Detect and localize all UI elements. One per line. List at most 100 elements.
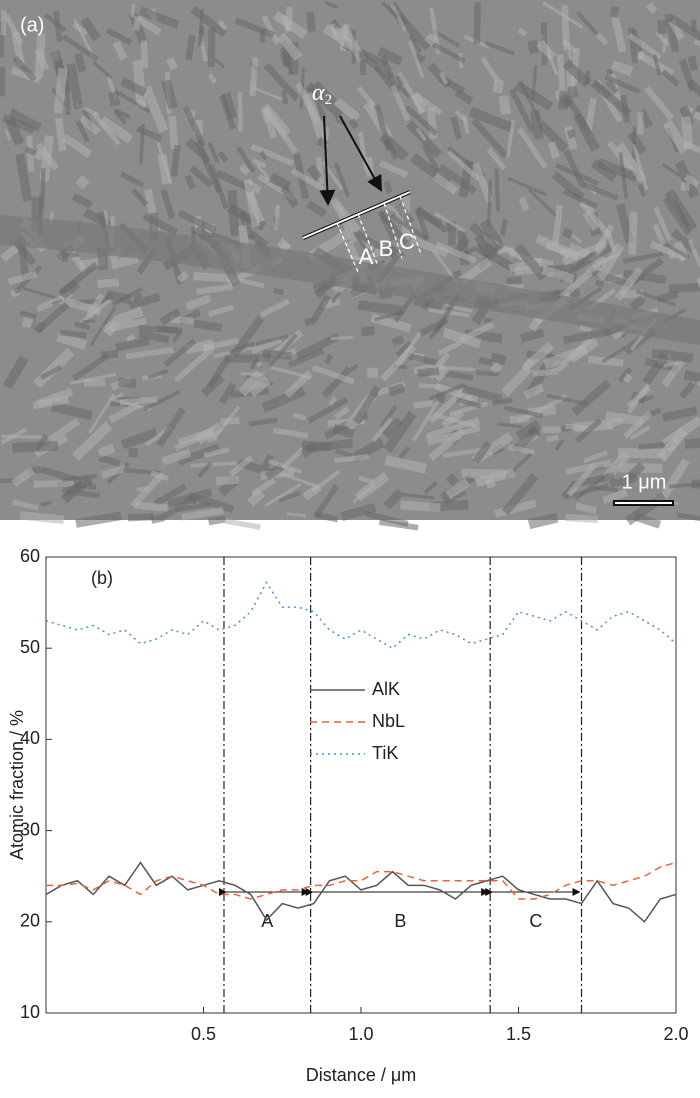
lath [565, 513, 598, 524]
lath [175, 501, 212, 513]
lath [570, 472, 615, 489]
lath [438, 163, 477, 195]
lath [89, 306, 117, 347]
lath [71, 421, 113, 462]
lath [442, 447, 488, 458]
lath [683, 370, 700, 383]
lath [340, 502, 377, 522]
lath [478, 356, 493, 367]
lath [653, 206, 672, 242]
lath [248, 376, 271, 398]
lath [518, 196, 530, 212]
lath [4, 14, 24, 45]
lath [632, 144, 649, 191]
lath [428, 382, 466, 401]
lath [268, 172, 292, 192]
lath [207, 142, 220, 164]
lath [413, 52, 427, 64]
x-tick-label: 0.5 [191, 1024, 216, 1044]
lath [557, 90, 570, 110]
lath [50, 401, 93, 421]
lath [72, 22, 89, 36]
lath [126, 334, 136, 343]
lath [563, 149, 586, 189]
micrograph: (a) α2 A B C 1 μm [0, 0, 700, 531]
lath [395, 340, 413, 357]
lath [99, 116, 134, 144]
lath [40, 500, 52, 507]
lath [135, 15, 162, 36]
lath [404, 105, 439, 137]
lath [428, 427, 466, 461]
lath [56, 331, 88, 350]
lath [618, 152, 629, 199]
lath [616, 142, 647, 183]
lath [73, 321, 91, 331]
lath [2, 355, 29, 390]
lath [284, 370, 313, 399]
lath [305, 82, 344, 119]
lath [561, 483, 575, 499]
lath [379, 210, 409, 245]
lath [635, 289, 677, 307]
lath [189, 165, 214, 189]
lath [196, 283, 234, 295]
lath [32, 395, 70, 410]
lath [269, 365, 312, 380]
lath [486, 179, 493, 227]
lath [278, 490, 301, 503]
lath [322, 24, 357, 52]
lath [484, 41, 515, 56]
lath [177, 210, 218, 234]
lath [197, 461, 213, 478]
lath [566, 461, 598, 497]
lath [679, 381, 696, 400]
lath [306, 11, 316, 32]
lath [471, 162, 494, 203]
lath [582, 210, 600, 231]
lath [205, 434, 218, 443]
lath [168, 115, 179, 150]
lath [584, 70, 591, 85]
lath [182, 105, 206, 147]
lath [108, 317, 147, 333]
data-line [45, 861, 677, 923]
lath [8, 108, 42, 132]
lath [34, 433, 49, 452]
lath [661, 69, 680, 87]
lath [579, 325, 592, 333]
lath [250, 85, 283, 101]
lath [256, 163, 274, 185]
lath [617, 447, 666, 459]
lath [237, 91, 243, 132]
lath [610, 6, 620, 18]
lath [532, 368, 559, 378]
lath [355, 230, 397, 259]
lath [238, 210, 253, 224]
lath [468, 222, 502, 254]
lath [316, 156, 325, 185]
lath [150, 513, 165, 524]
lath [486, 147, 507, 171]
lath [328, 396, 337, 406]
lath [234, 17, 275, 39]
lath [544, 241, 580, 260]
legend-label: TiK [372, 743, 398, 763]
lath [594, 279, 605, 288]
lath [500, 219, 508, 236]
lath [324, 0, 338, 10]
lath [509, 88, 536, 134]
lath [627, 32, 663, 60]
lath [5, 117, 25, 146]
lath [664, 188, 698, 232]
lath [69, 372, 117, 385]
lath [389, 243, 405, 258]
lath [542, 426, 561, 434]
lath [562, 188, 598, 210]
lath [130, 3, 136, 18]
lath [7, 270, 38, 285]
legend-label: NbL [372, 711, 405, 731]
lath [521, 358, 535, 372]
lath [348, 118, 360, 130]
